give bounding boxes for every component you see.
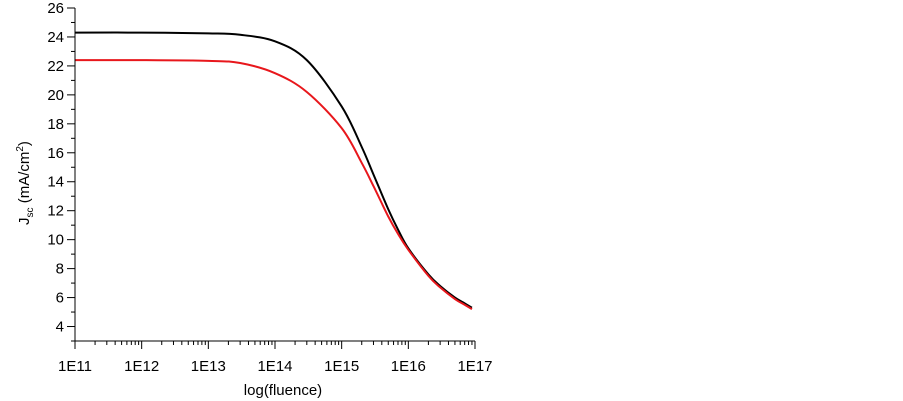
x-tick-label: 1E13: [191, 358, 226, 375]
y-tick-label: 12: [47, 203, 64, 220]
y-axis-label-main: J: [16, 217, 33, 225]
y-tick-label: 16: [47, 145, 64, 162]
y-tick-label: 4: [56, 319, 64, 336]
minor-ticks: [71, 21, 473, 345]
series-line-1: [74, 31, 473, 309]
x-tick-label: 1E15: [324, 358, 359, 375]
y-axis-label-unit: (mA/cm: [16, 152, 33, 208]
major-ticks: [67, 7, 476, 349]
y-tick-label: 8: [56, 261, 64, 278]
y-tick-label: 26: [47, 0, 64, 17]
series-layer: [74, 31, 473, 311]
y-tick-label: 6: [56, 290, 64, 307]
x-tick-label: 1E16: [391, 358, 426, 375]
x-tick-label: 1E17: [457, 358, 492, 375]
y-axis-label-sub: sc: [25, 207, 36, 217]
x-axis-label: log(fluence): [244, 382, 322, 399]
y-tick-label: 22: [47, 58, 64, 75]
series-line-2: [74, 59, 473, 311]
y-tick-labels: 4 6 8 10 12 14 16 18 20 22 24 26: [47, 0, 64, 336]
y-axis-label: Jsc (mA/cm2): [15, 141, 36, 225]
x-tick-labels: 1E11 1E12 1E13 1E14 1E15 1E16 1E17: [58, 358, 492, 375]
x-tick-label: 1E12: [124, 358, 159, 375]
x-tick-label: 1E14: [257, 358, 292, 375]
y-axis-label-close: ): [16, 141, 33, 146]
y-tick-label: 24: [47, 29, 64, 46]
x-tick-label: 1E11: [58, 358, 92, 375]
y-tick-label: 20: [47, 87, 64, 104]
y-tick-label: 14: [47, 174, 64, 191]
y-axis-label-sup: 2: [15, 146, 26, 152]
y-tick-label: 10: [47, 232, 64, 249]
y-tick-label: 18: [47, 116, 64, 133]
